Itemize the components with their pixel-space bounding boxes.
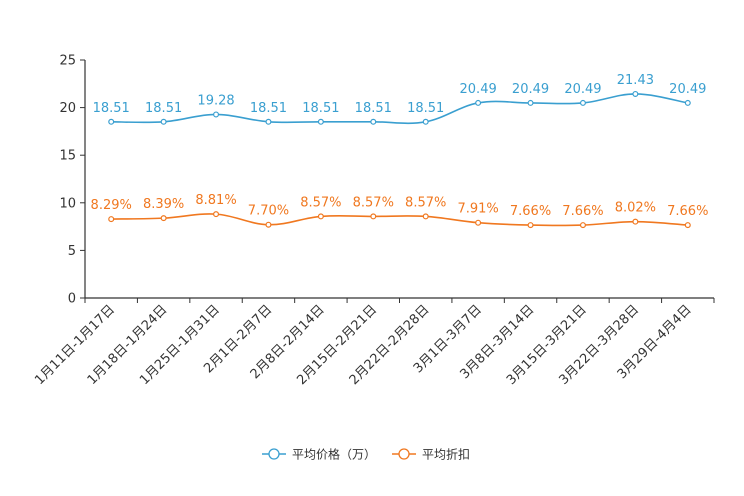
data-point[interactable]: [579, 222, 586, 229]
data-label: 21.43: [617, 73, 654, 88]
data-label: 18.51: [355, 101, 392, 116]
data-point[interactable]: [160, 118, 167, 125]
data-label: 20.49: [512, 82, 549, 97]
legend-item[interactable]: 平均价格（万）: [262, 447, 376, 462]
series-1: 18.51 18.51 19.28 18.51 18.51 18.51 18.51 20.49…: [93, 73, 706, 125]
data-point[interactable]: [422, 118, 429, 125]
y-tick-label: 15: [59, 149, 76, 164]
data-point[interactable]: [684, 222, 691, 229]
data-label: 18.51: [145, 101, 182, 116]
y-tick-label: 20: [59, 101, 76, 116]
data-point[interactable]: [213, 111, 220, 118]
y-tick-label: 5: [68, 244, 76, 259]
y-tick-label: 10: [59, 196, 76, 211]
legend-label: 平均价格（万）: [292, 447, 376, 462]
y-axis: 0 5 10 15 20 25: [59, 54, 86, 307]
data-label: 8.81%: [195, 193, 236, 208]
data-point[interactable]: [527, 222, 534, 229]
data-label: 18.51: [302, 101, 339, 116]
data-label: 7.91%: [457, 202, 498, 217]
data-label: 8.57%: [353, 195, 394, 210]
data-point[interactable]: [370, 213, 377, 220]
data-label: 8.57%: [300, 195, 341, 210]
data-point[interactable]: [213, 211, 220, 218]
data-label: 7.70%: [248, 204, 289, 219]
series-layer: 18.51 18.51 19.28 18.51 18.51 18.51 18.51 20.49…: [91, 73, 708, 229]
data-point[interactable]: [265, 221, 272, 228]
data-label: 18.51: [407, 101, 444, 116]
series-line: [111, 213, 688, 227]
data-point[interactable]: [370, 118, 377, 125]
data-point[interactable]: [475, 99, 482, 106]
data-point[interactable]: [579, 99, 586, 106]
data-label: 8.02%: [615, 201, 656, 216]
y-tick-label: 0: [68, 292, 76, 307]
data-point[interactable]: [265, 118, 272, 125]
series-2: 8.29% 8.39% 8.81% 7.70% 8.57% 8.57% 8.57% 7.91%…: [91, 193, 708, 229]
data-point[interactable]: [317, 213, 324, 220]
data-label: 18.51: [93, 101, 130, 116]
data-label: 19.28: [197, 93, 234, 108]
y-tick-label: 25: [59, 54, 76, 69]
data-point[interactable]: [317, 118, 324, 125]
data-label: 7.66%: [562, 204, 603, 219]
x-axis: 1月11日-1月17日1月18日-1月24日1月25日-1月31日2月1日-2月…: [32, 297, 715, 388]
data-label: 8.57%: [405, 195, 446, 210]
legend-marker: [398, 448, 410, 460]
data-point[interactable]: [108, 118, 115, 125]
data-label: 20.49: [564, 82, 601, 97]
data-label: 20.49: [460, 82, 497, 97]
data-point[interactable]: [475, 219, 482, 226]
legend: 平均价格（万） 平均折扣: [262, 447, 470, 462]
legend-marker: [268, 448, 280, 460]
data-point[interactable]: [632, 218, 639, 225]
data-label: 18.51: [250, 101, 287, 116]
data-label: 8.39%: [143, 197, 184, 212]
data-label: 7.66%: [510, 204, 551, 219]
data-point[interactable]: [160, 215, 167, 222]
data-label: 8.29%: [91, 198, 132, 213]
data-point[interactable]: [422, 213, 429, 220]
legend-item[interactable]: 平均折扣: [392, 447, 470, 462]
data-point[interactable]: [108, 216, 115, 223]
data-point[interactable]: [527, 99, 534, 106]
series-line: [111, 93, 688, 125]
data-point[interactable]: [632, 90, 639, 97]
data-point[interactable]: [684, 99, 691, 106]
data-label: 7.66%: [667, 204, 708, 219]
data-label: 20.49: [669, 82, 706, 97]
legend-label: 平均折扣: [422, 447, 470, 462]
